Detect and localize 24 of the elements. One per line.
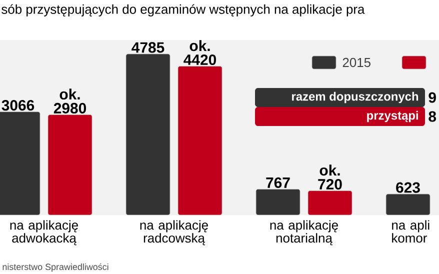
x-tick-label: na apli komor: [392, 220, 430, 243]
x-tick-label: na aplikację adwokacką: [10, 220, 78, 246]
data-label: ok. 720: [318, 164, 342, 190]
legend-label: 2015: [342, 58, 370, 68]
data-label: 623: [396, 182, 420, 193]
x-tick-label: na aplikację notarialną: [270, 220, 338, 246]
bar: [256, 188, 300, 216]
data-label: ok. 2980: [54, 88, 86, 114]
bar: [386, 194, 430, 216]
annotation: razem dopuszczonych: [292, 92, 418, 104]
annotation: 8: [428, 111, 436, 122]
data-label: 3066: [2, 100, 34, 111]
bar: [126, 54, 170, 216]
annotation: 9: [428, 92, 436, 103]
text: nisterstwo Sprawiedliwości: [2, 263, 108, 272]
data-label: ok. 4420: [184, 40, 216, 66]
data-label: 4785: [132, 42, 164, 53]
annotation: przystąpi: [367, 110, 418, 122]
bar: [48, 114, 92, 216]
bar: [308, 190, 352, 216]
data-label: 767: [266, 177, 290, 188]
chart-title: sób przystępujących do egzaminów wstępnych na aplikacje pra: [2, 4, 365, 16]
bar: [178, 66, 222, 216]
x-tick-label: na aplikację radcowską: [140, 220, 208, 246]
